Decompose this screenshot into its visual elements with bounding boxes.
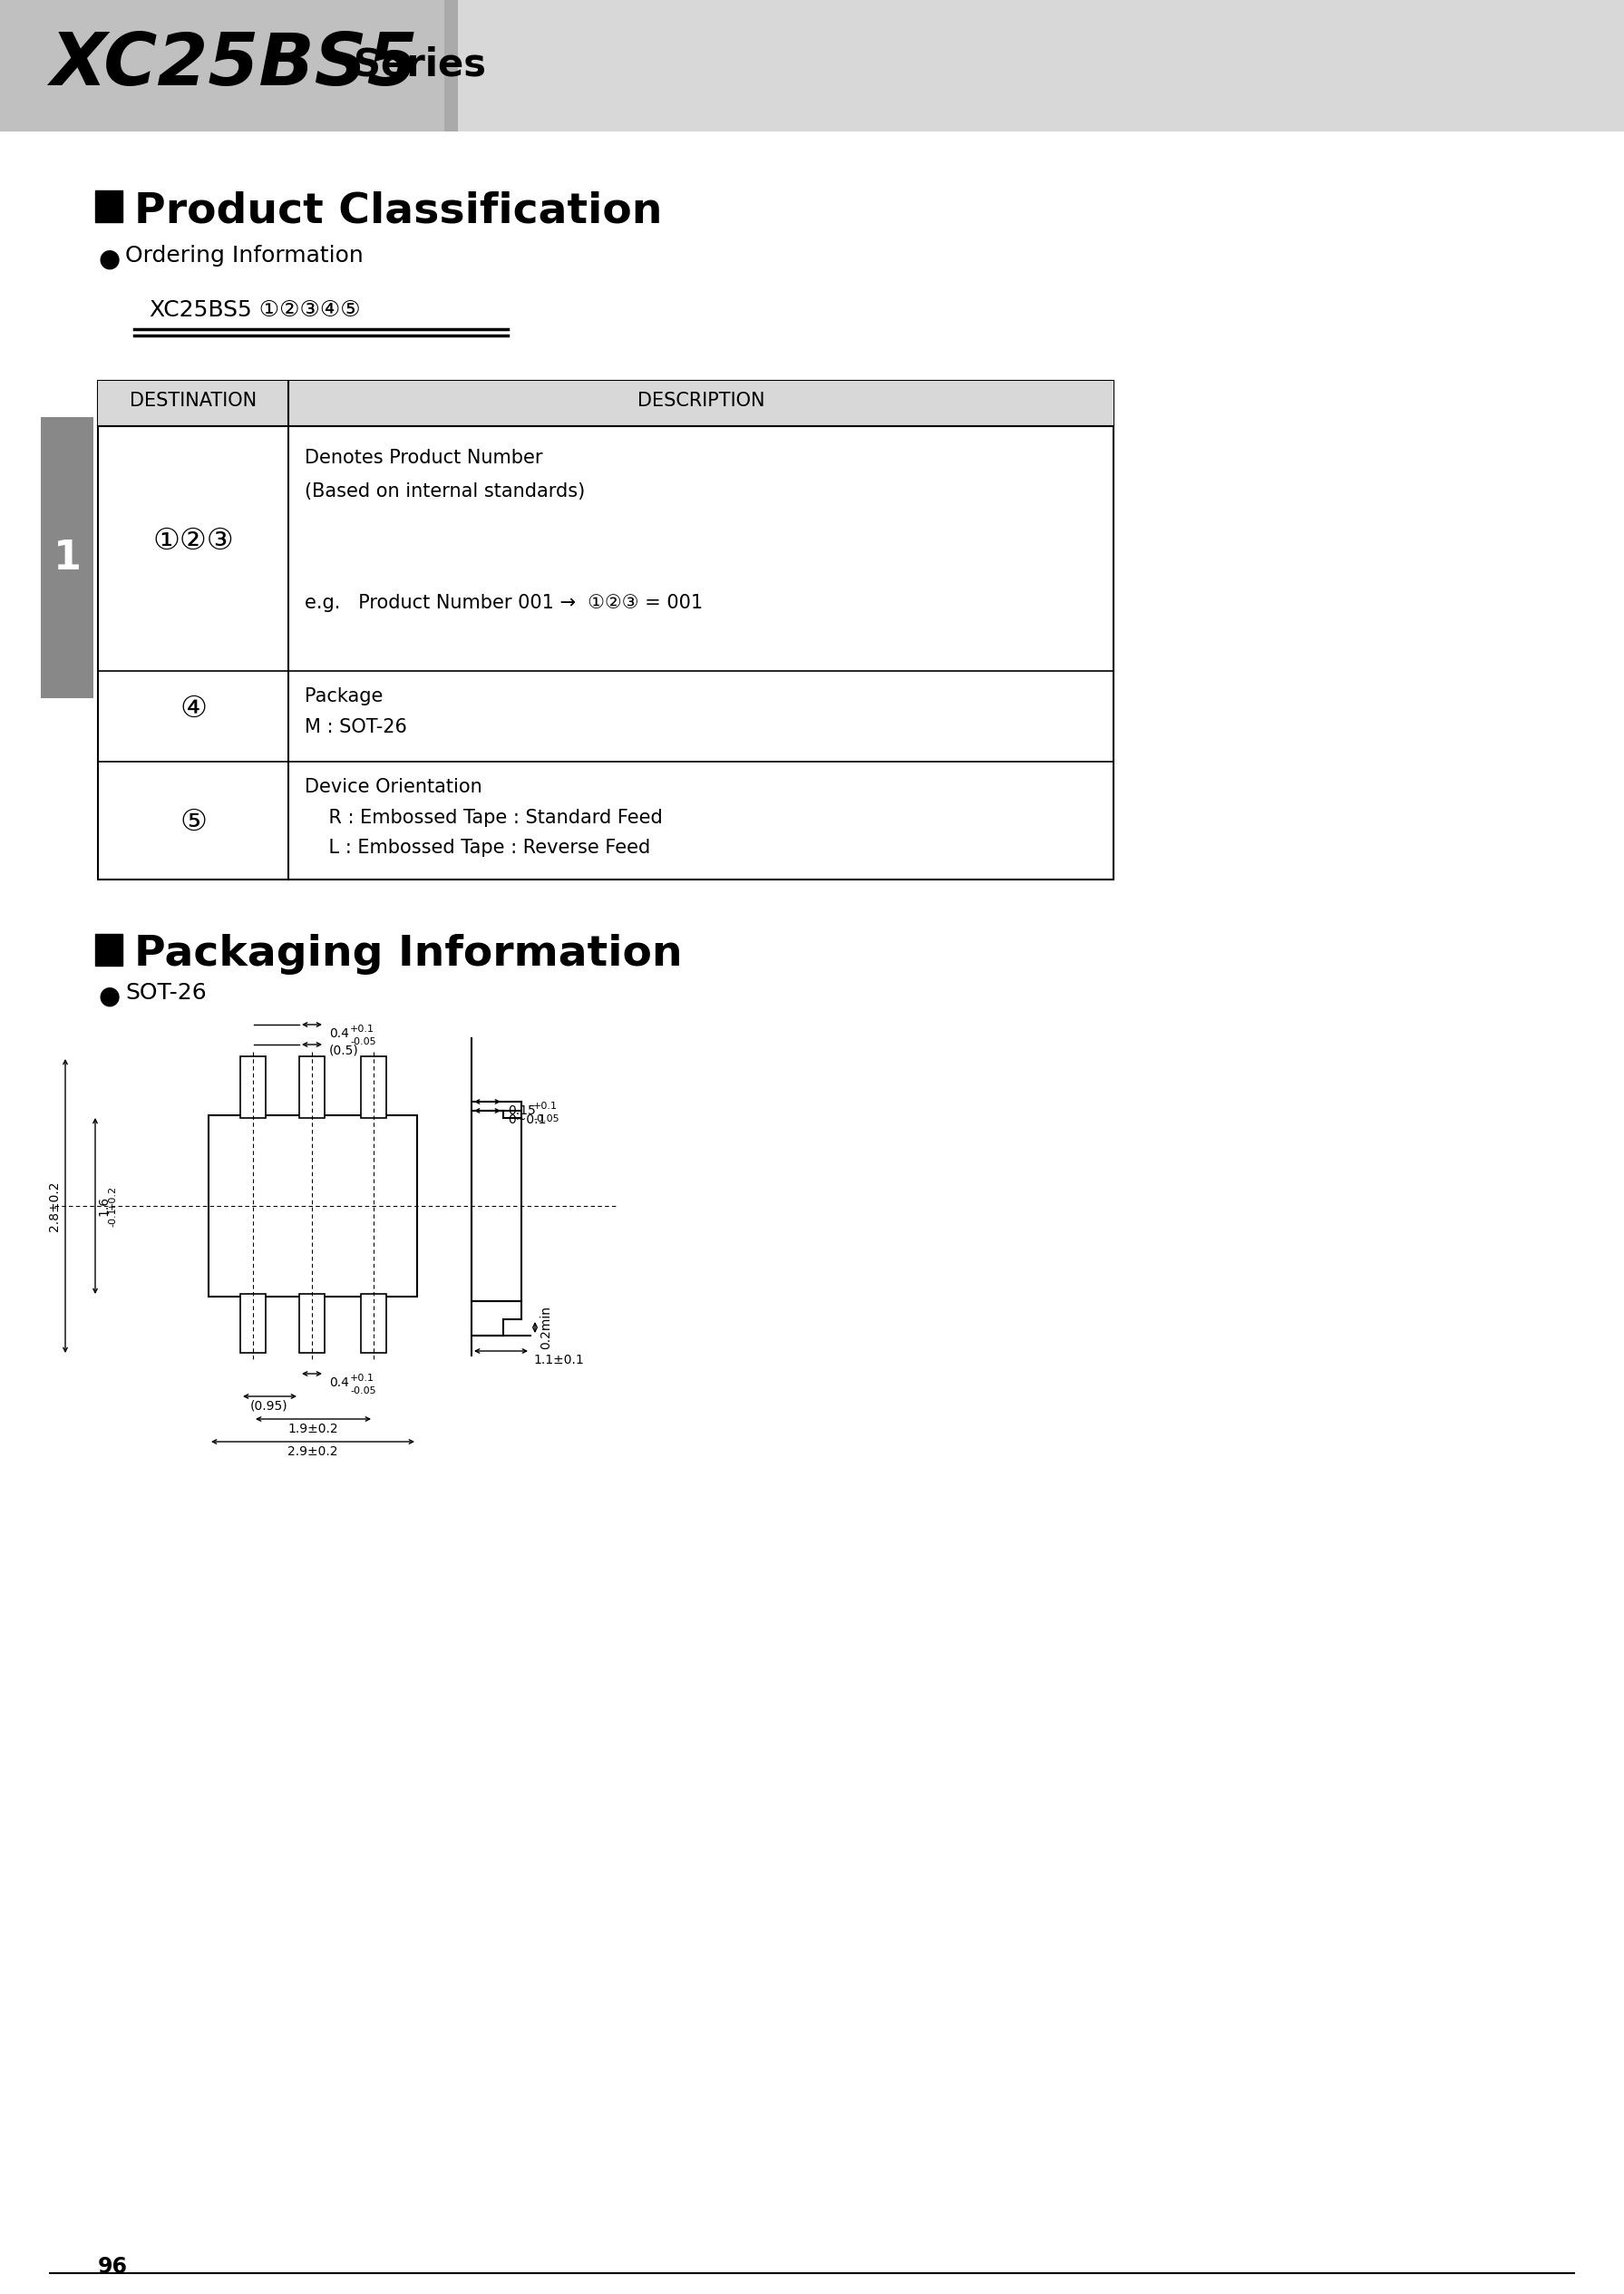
- Text: ●: ●: [97, 248, 120, 273]
- Text: -0.05: -0.05: [351, 1386, 377, 1395]
- Text: 96: 96: [97, 2255, 128, 2278]
- Text: Denotes Product Number: Denotes Product Number: [305, 450, 542, 468]
- Text: +0.1: +0.1: [351, 1374, 375, 1383]
- Bar: [41, 418, 94, 697]
- Text: SOT-26: SOT-26: [125, 982, 206, 1005]
- Bar: [96, 934, 122, 966]
- Text: 2.9±0.2: 2.9±0.2: [287, 1445, 338, 1459]
- Text: 0.4: 0.4: [330, 1028, 349, 1039]
- Text: 1.1±0.1: 1.1±0.1: [533, 1353, 583, 1367]
- Text: -0.1: -0.1: [107, 1207, 117, 1227]
- Text: ⑤: ⑤: [180, 807, 206, 837]
- Bar: [240, 1294, 266, 1353]
- Text: 1.6: 1.6: [97, 1195, 110, 1216]
- Text: R : Embossed Tape : Standard Feed: R : Embossed Tape : Standard Feed: [305, 810, 663, 826]
- Bar: [240, 1055, 266, 1117]
- Text: ●: ●: [97, 984, 120, 1009]
- Text: 0.4: 0.4: [330, 1376, 349, 1390]
- Text: XC25BS5: XC25BS5: [50, 30, 417, 101]
- Text: M : SOT-26: M : SOT-26: [305, 718, 408, 736]
- Text: DESTINATION: DESTINATION: [130, 392, 257, 411]
- Text: Packaging Information: Packaging Information: [135, 934, 682, 975]
- Text: 0.15: 0.15: [508, 1103, 536, 1117]
- Text: Ordering Information: Ordering Information: [125, 245, 364, 266]
- Bar: [97, 381, 1114, 879]
- Text: (Based on internal standards): (Based on internal standards): [305, 482, 585, 500]
- Text: +0.1: +0.1: [351, 1025, 375, 1035]
- Bar: [97, 381, 1114, 427]
- Text: L : Embossed Tape : Reverse Feed: L : Embossed Tape : Reverse Feed: [305, 840, 650, 858]
- Bar: [361, 1055, 387, 1117]
- Text: DESCRIPTION: DESCRIPTION: [637, 392, 765, 411]
- Text: +0.2: +0.2: [107, 1184, 117, 1209]
- Text: 0.2min: 0.2min: [539, 1305, 552, 1349]
- Text: Device Orientation: Device Orientation: [305, 778, 482, 796]
- Bar: [0, 0, 1624, 131]
- Bar: [453, 0, 1624, 131]
- Bar: [299, 1294, 325, 1353]
- Text: +0.1: +0.1: [533, 1101, 557, 1110]
- Text: (0.95): (0.95): [250, 1399, 287, 1413]
- Bar: [471, 1110, 521, 1301]
- Bar: [361, 1294, 387, 1353]
- Bar: [299, 1055, 325, 1117]
- Text: 2.8±0.2: 2.8±0.2: [49, 1181, 60, 1232]
- Text: 1: 1: [54, 539, 81, 578]
- Text: Package: Package: [305, 688, 383, 707]
- Text: 1.9±0.2: 1.9±0.2: [287, 1422, 338, 1436]
- Text: 0~0.1: 0~0.1: [508, 1113, 546, 1126]
- Text: (0.5): (0.5): [330, 1044, 359, 1058]
- Text: Product Classification: Product Classification: [135, 190, 663, 232]
- Text: -0.05: -0.05: [351, 1037, 377, 1046]
- Bar: [445, 0, 458, 131]
- Text: Series: Series: [354, 46, 486, 85]
- Text: -0.05: -0.05: [533, 1115, 559, 1124]
- Text: ①②③: ①②③: [153, 525, 234, 555]
- Text: e.g.   Product Number 001 →  ①②③ = 001: e.g. Product Number 001 → ①②③ = 001: [305, 594, 703, 612]
- Bar: [96, 190, 122, 223]
- Text: ④: ④: [180, 693, 206, 723]
- Bar: [208, 1115, 417, 1296]
- Text: XC25BS5 ①②③④⑤: XC25BS5 ①②③④⑤: [149, 298, 361, 321]
